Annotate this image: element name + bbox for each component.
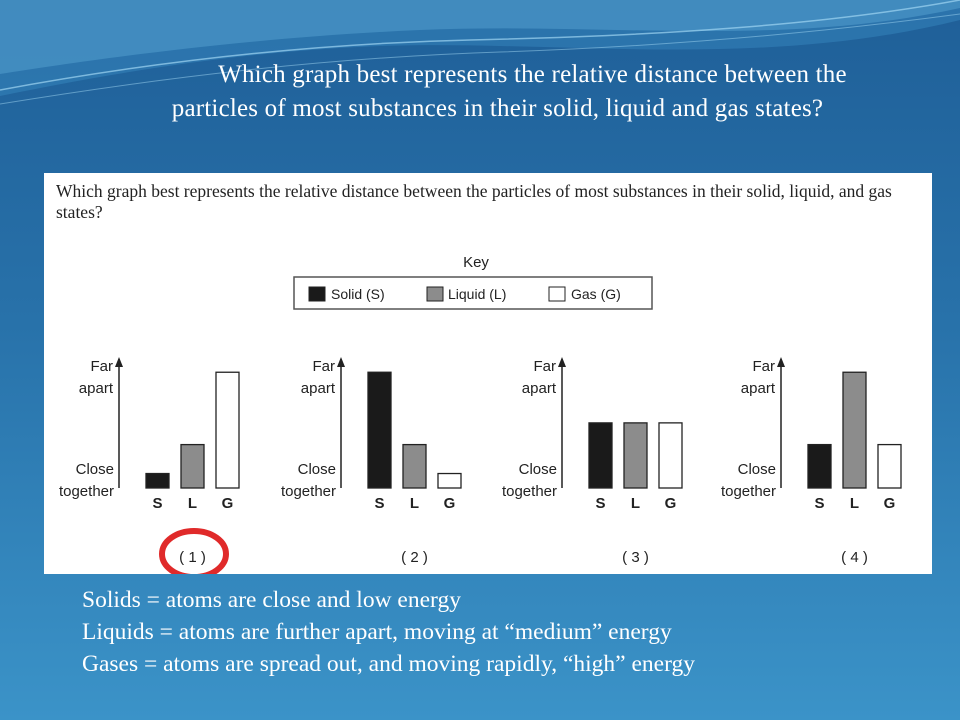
- y-top-label-1-1: apart: [79, 380, 114, 397]
- option-label-1: ( 1 ): [179, 549, 206, 566]
- category-label-4-s: S: [814, 495, 824, 512]
- note-liquids: Liquids = atoms are further apart, movin…: [82, 619, 672, 645]
- category-label-2-l: L: [410, 495, 419, 512]
- category-label-4-l: L: [850, 495, 859, 512]
- bar-1-l: [180, 443, 205, 489]
- bar-3-s: [588, 422, 613, 489]
- y-bottom-label-3-1: together: [502, 483, 557, 500]
- key-title: Key: [463, 254, 489, 271]
- y-axis-arrow-4: [777, 357, 785, 367]
- bar-1-g: [215, 371, 240, 489]
- y-bottom-label-1-1: together: [59, 483, 114, 500]
- category-label-1-s: S: [152, 495, 162, 512]
- category-label-3-g: G: [665, 495, 677, 512]
- y-axis-arrow-1: [115, 357, 123, 367]
- key-solid-label: Solid (S): [331, 286, 385, 302]
- y-bottom-label-2-0: Close: [298, 461, 336, 478]
- option-label-4: ( 4 ): [841, 549, 868, 566]
- note-gases: Gases = atoms are spread out, and moving…: [82, 651, 695, 677]
- y-axis-arrow-2: [337, 357, 345, 367]
- key-liquid-label: Liquid (L): [448, 286, 506, 302]
- note-solids: Solids = atoms are close and low energy: [82, 587, 461, 613]
- bar-1-s: [145, 472, 170, 489]
- bar-4-s: [807, 443, 832, 489]
- bar-3-l: [623, 422, 648, 489]
- y-top-label-3-0: Far: [534, 358, 557, 375]
- option-label-2: ( 2 ): [401, 549, 428, 566]
- y-bottom-label-4-1: together: [721, 483, 776, 500]
- y-axis-arrow-3: [558, 357, 566, 367]
- bar-4-l: [842, 371, 867, 489]
- bar-2-l: [402, 443, 427, 489]
- title-line-2: particles of most substances in their so…: [171, 95, 824, 122]
- y-bottom-label-3-0: Close: [519, 461, 557, 478]
- category-label-2-g: G: [444, 495, 456, 512]
- bar-4-g: [877, 443, 902, 489]
- bar-2-s: [367, 371, 392, 489]
- category-label-3-s: S: [595, 495, 605, 512]
- category-label-4-g: G: [884, 495, 896, 512]
- y-top-label-4-0: Far: [753, 358, 776, 375]
- bar-charts: Key Solid (S) Liquid (L) Gas (G) Far apar…: [59, 254, 902, 574]
- notes: Solids = atoms are close and low energy …: [82, 584, 695, 680]
- key-box: [293, 276, 653, 310]
- y-top-label-1-0: Far: [91, 358, 114, 375]
- bar-3-g: [658, 422, 683, 489]
- y-top-label-2-0: Far: [313, 358, 336, 375]
- key-gas-swatch: [548, 286, 566, 302]
- y-bottom-label-1-0: Close: [76, 461, 114, 478]
- title-line-1: Which graph best represents the relative…: [218, 61, 847, 88]
- wave-decoration: [0, 0, 960, 105]
- answer-highlight-circle: [159, 528, 229, 574]
- key-liquid-swatch: [426, 286, 444, 302]
- slide-title: Which graph best represents the relative…: [40, 58, 955, 126]
- category-label-1-l: L: [188, 495, 197, 512]
- figure-question: Which graph best represents the relative…: [56, 181, 892, 222]
- category-label-1-g: G: [222, 495, 234, 512]
- category-label-2-s: S: [374, 495, 384, 512]
- category-label-3-l: L: [631, 495, 640, 512]
- y-top-label-4-1: apart: [741, 380, 776, 397]
- option-label-3: ( 3 ): [622, 549, 649, 566]
- bar-2-g: [437, 472, 462, 489]
- y-top-label-2-1: apart: [301, 380, 336, 397]
- y-top-label-3-1: apart: [522, 380, 557, 397]
- y-bottom-label-4-0: Close: [738, 461, 776, 478]
- key-gas-label: Gas (G): [571, 286, 621, 302]
- y-bottom-label-2-1: together: [281, 483, 336, 500]
- question-figure: Which graph best represents the relative…: [44, 173, 932, 574]
- key-solid-swatch: [308, 286, 326, 302]
